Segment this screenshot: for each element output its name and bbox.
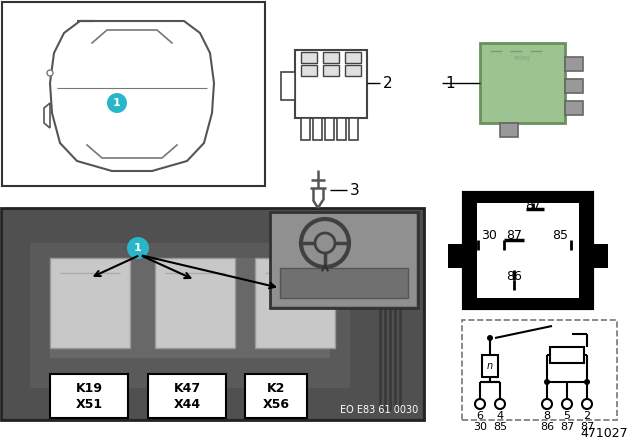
Bar [255, 258, 335, 348]
Bar [281, 72, 295, 100]
Circle shape [495, 399, 505, 409]
Text: 1: 1 [134, 243, 142, 253]
Text: 1: 1 [445, 76, 454, 90]
Bar [565, 101, 583, 115]
Text: 85: 85 [552, 228, 568, 241]
Text: EO E83 61 0030: EO E83 61 0030 [340, 405, 418, 415]
Bar [448, 244, 466, 268]
Circle shape [107, 93, 127, 113]
Text: 30: 30 [481, 228, 497, 241]
Bar [462, 320, 617, 420]
Bar [323, 65, 339, 76]
Bar [155, 258, 235, 348]
Bar [245, 374, 307, 418]
Text: 87: 87 [506, 228, 522, 241]
Bar [464, 193, 592, 308]
Text: 2: 2 [383, 76, 392, 90]
Bar [480, 43, 565, 123]
Circle shape [487, 335, 493, 341]
Bar [323, 52, 339, 63]
Text: 1: 1 [113, 98, 121, 108]
Text: 87: 87 [525, 199, 541, 212]
Bar [500, 123, 518, 137]
Bar [482, 355, 498, 377]
Bar [3, 210, 422, 418]
Circle shape [544, 379, 550, 385]
Bar [50, 258, 330, 358]
Bar [590, 244, 608, 268]
Bar [295, 50, 367, 118]
Bar [565, 79, 583, 93]
Bar [301, 52, 317, 63]
Bar [477, 203, 579, 298]
Bar [148, 374, 226, 418]
Bar [270, 212, 418, 308]
Text: 8: 8 [543, 411, 550, 421]
Circle shape [475, 399, 485, 409]
Text: K47
X44: K47 X44 [173, 382, 200, 410]
Polygon shape [44, 103, 50, 128]
Bar [337, 118, 346, 140]
Circle shape [542, 399, 552, 409]
Text: 87: 87 [560, 422, 574, 432]
Text: 4: 4 [497, 411, 504, 421]
Circle shape [582, 399, 592, 409]
Text: n: n [487, 361, 493, 371]
Bar [50, 258, 130, 348]
Bar [345, 52, 361, 63]
Circle shape [47, 70, 53, 76]
Bar [349, 118, 358, 140]
Text: 85: 85 [493, 422, 507, 432]
Text: 86: 86 [506, 270, 522, 283]
Polygon shape [50, 21, 214, 171]
Circle shape [127, 237, 149, 259]
Text: 5: 5 [563, 411, 570, 421]
Text: relay: relay [513, 55, 531, 61]
Bar [301, 118, 310, 140]
Bar [2, 2, 265, 186]
Bar [280, 268, 408, 298]
Bar [345, 65, 361, 76]
Bar [550, 347, 584, 363]
Text: 2: 2 [584, 411, 591, 421]
Text: 30: 30 [473, 422, 487, 432]
Circle shape [584, 379, 590, 385]
Bar [565, 57, 583, 71]
Bar [301, 65, 317, 76]
Text: 471027: 471027 [580, 427, 628, 440]
Text: 87: 87 [580, 422, 594, 432]
Text: 86: 86 [540, 422, 554, 432]
Text: 6: 6 [477, 411, 483, 421]
Bar [272, 214, 416, 306]
Bar [313, 118, 322, 140]
Text: K19
X51: K19 X51 [76, 382, 102, 410]
Circle shape [562, 399, 572, 409]
Bar [1, 208, 424, 420]
Bar [325, 118, 334, 140]
Text: K2
X56: K2 X56 [262, 382, 289, 410]
Bar [50, 374, 128, 418]
Text: 3: 3 [350, 182, 360, 198]
Bar [30, 243, 350, 388]
